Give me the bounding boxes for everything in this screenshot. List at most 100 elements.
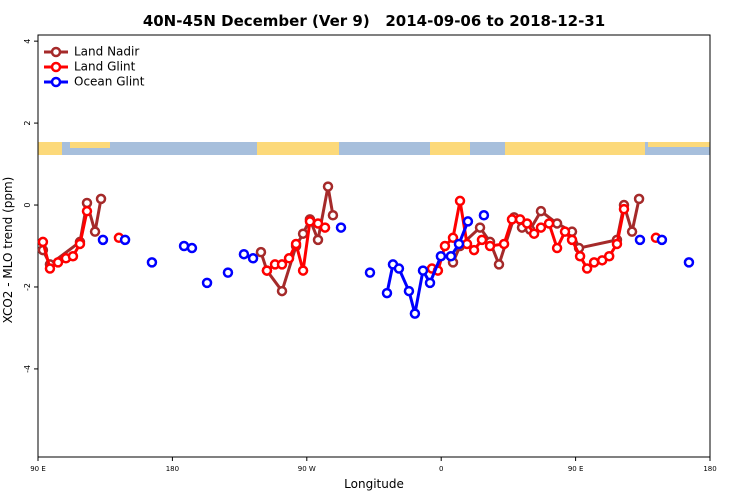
y-tick-label: -4	[23, 365, 32, 373]
data-point	[603, 250, 615, 262]
data-point	[535, 222, 547, 233]
data-point	[95, 193, 107, 205]
y-tick-label: 2	[23, 121, 32, 126]
legend-label: Land Glint	[74, 60, 136, 74]
legend-label: Ocean Glint	[74, 75, 145, 89]
data-point	[493, 259, 505, 270]
land-strip	[70, 142, 110, 148]
data-point	[559, 226, 571, 237]
data-point	[498, 238, 510, 250]
x-tick-label: 180	[166, 465, 179, 473]
land-strip	[257, 142, 339, 155]
data-point	[81, 197, 93, 209]
data-point	[247, 253, 259, 264]
data-point	[67, 250, 79, 262]
data-point	[461, 238, 473, 250]
data-point	[447, 232, 459, 244]
y-tick-label: 4	[23, 39, 32, 44]
data-point	[52, 257, 64, 268]
x-tick-label: 90 E	[568, 465, 584, 473]
data-point	[417, 265, 429, 276]
x-tick-label: 180	[703, 465, 716, 473]
data-point	[683, 257, 695, 268]
data-point	[89, 226, 101, 237]
data-point	[618, 203, 630, 215]
data-point	[276, 285, 288, 297]
data-point	[453, 238, 465, 250]
data-point	[222, 267, 234, 278]
data-point	[44, 263, 56, 274]
chart-title: 40N-45N December (Ver 9) 2014-09-06 to 2…	[143, 12, 605, 30]
data-point	[656, 234, 668, 246]
data-point	[468, 244, 480, 256]
data-point	[506, 214, 518, 225]
legend-label: Land Nadir	[74, 45, 139, 59]
data-point	[297, 228, 309, 239]
data-point	[435, 250, 447, 262]
data-point	[588, 257, 600, 268]
x-tick-label: 90 E	[30, 465, 46, 473]
data-point	[566, 234, 578, 246]
data-point	[37, 236, 49, 248]
data-point	[551, 218, 563, 229]
data-point	[474, 222, 486, 233]
data-point	[81, 205, 93, 217]
data-point	[393, 263, 405, 274]
data-point	[186, 242, 198, 254]
data-point	[528, 228, 540, 239]
data-point	[521, 218, 533, 229]
data-point	[327, 210, 339, 221]
land-strip	[648, 142, 710, 147]
data-point	[146, 257, 158, 268]
data-point	[283, 253, 295, 264]
data-point	[574, 250, 586, 262]
data-point	[439, 240, 451, 252]
data-point	[551, 242, 563, 254]
y-axis-label: XCO2 - MLO trend (ppm)	[1, 177, 15, 324]
data-point	[409, 308, 421, 319]
data-point	[476, 234, 488, 246]
data-point	[304, 216, 316, 227]
data-point	[97, 234, 109, 246]
legend-marker	[50, 76, 62, 88]
land-strip	[430, 142, 470, 155]
data-point	[322, 181, 334, 192]
x-axis-label: Longitude	[344, 477, 404, 491]
data-point	[238, 248, 250, 260]
land-strip	[38, 142, 62, 155]
data-point	[424, 277, 436, 289]
data-point	[201, 277, 213, 289]
data-point	[319, 222, 331, 233]
legend-marker	[50, 61, 62, 73]
data-point	[290, 238, 302, 250]
legend-marker	[50, 46, 62, 58]
data-point	[626, 226, 638, 237]
x-tick-label: 0	[439, 465, 443, 473]
data-point	[462, 216, 474, 227]
data-point	[381, 287, 393, 299]
y-tick-label: 0	[23, 202, 32, 207]
data-point	[74, 238, 86, 250]
data-point	[261, 265, 273, 276]
data-point	[478, 210, 490, 221]
data-point	[403, 285, 415, 297]
data-point	[255, 246, 267, 258]
data-point	[335, 222, 347, 233]
data-point	[633, 193, 645, 205]
x-tick-label: 90 W	[298, 465, 316, 473]
data-point	[535, 205, 547, 217]
data-point	[581, 263, 593, 274]
data-point	[119, 234, 131, 246]
map-strip	[38, 142, 710, 155]
data-point	[276, 259, 288, 270]
data-point	[484, 240, 496, 252]
data-point	[454, 195, 466, 207]
y-tick-label: -2	[23, 283, 32, 291]
data-point	[634, 234, 646, 246]
data-point	[312, 234, 324, 246]
data-point	[445, 250, 457, 262]
land-strip	[505, 142, 645, 155]
data-point	[297, 265, 309, 276]
